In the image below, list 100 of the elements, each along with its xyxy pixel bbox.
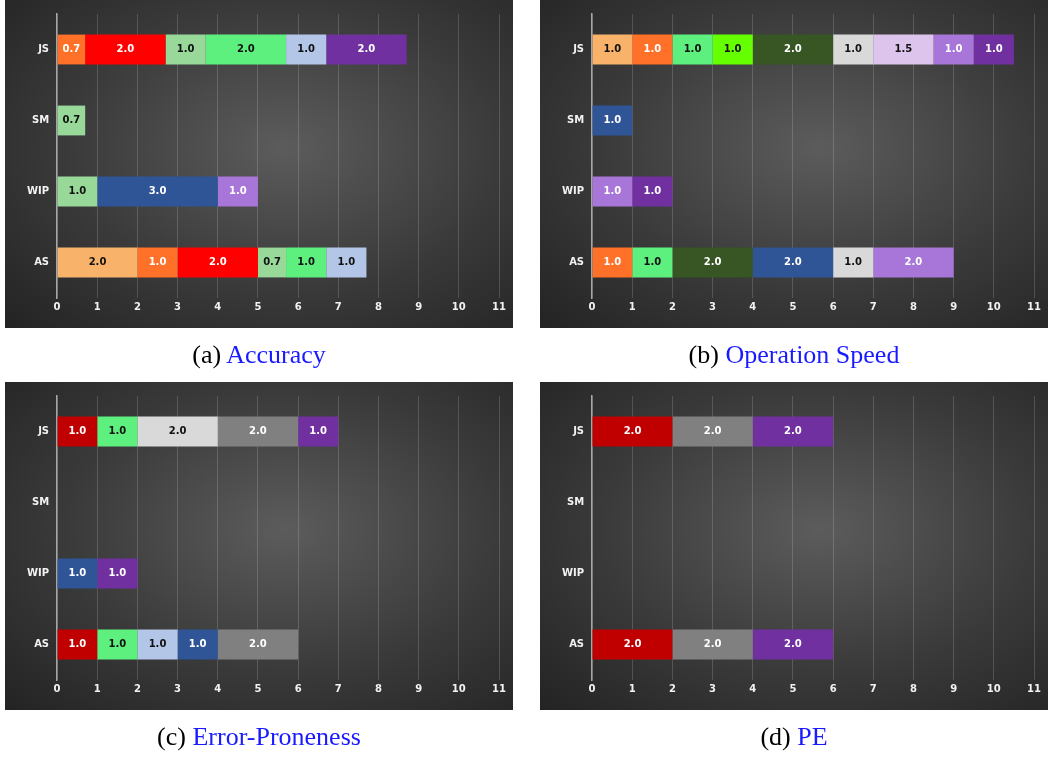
x-tick-label: 11 — [1027, 682, 1041, 694]
bar — [298, 416, 339, 447]
data-label: 1.0 — [603, 114, 622, 126]
y-tick-label: WIP — [561, 567, 585, 579]
x-tick-label: 1 — [628, 300, 636, 312]
x-tick-label: 2 — [133, 682, 141, 694]
bar — [672, 629, 753, 660]
x-tick-label: 0 — [588, 682, 596, 694]
x-tick-label: 8 — [909, 300, 917, 312]
bar — [752, 629, 834, 660]
data-label: 2.0 — [703, 638, 722, 650]
bar — [177, 247, 258, 278]
x-tick-label: 4 — [214, 300, 222, 312]
x-tick-label: 9 — [950, 682, 958, 694]
y-tick-label: AS — [569, 638, 585, 650]
bar — [833, 247, 874, 278]
data-label: 1.0 — [229, 185, 247, 197]
bar — [137, 247, 178, 278]
data-label: 2.0 — [88, 256, 107, 268]
y-tick-label: SM — [31, 114, 50, 126]
data-label: 2.0 — [357, 43, 376, 55]
x-tick-label: 5 — [789, 682, 797, 694]
data-label: 2.0 — [116, 43, 135, 55]
data-label: 1.0 — [108, 638, 127, 650]
x-tick-label: 0 — [588, 300, 596, 312]
x-tick-label: 4 — [749, 300, 757, 312]
bar — [177, 629, 218, 660]
bar — [137, 416, 218, 447]
x-tick-label: 6 — [294, 682, 302, 694]
data-label: 2.0 — [904, 256, 923, 268]
x-tick-label: 10 — [986, 300, 1001, 312]
data-label: 2.0 — [784, 43, 802, 55]
bar — [672, 247, 753, 278]
data-label: 1.0 — [176, 43, 195, 55]
bar — [217, 416, 299, 447]
x-tick-label: 7 — [334, 682, 342, 694]
data-label: 2.0 — [784, 425, 802, 437]
bar — [137, 629, 178, 660]
y-tick-label: SM — [31, 496, 50, 508]
bar — [752, 247, 834, 278]
x-tick-label: 7 — [869, 300, 877, 312]
bar — [973, 34, 1014, 65]
bar — [712, 34, 753, 65]
data-label: 1.0 — [108, 425, 127, 437]
data-label: 1.0 — [844, 43, 863, 55]
data-label: 2.0 — [623, 425, 642, 437]
text: (a) Accuracy — [192, 340, 326, 369]
data-label: 1.0 — [148, 638, 167, 650]
y-tick-label: WIP — [561, 185, 585, 197]
data-label: 1.0 — [683, 43, 702, 55]
data-label: 1.0 — [643, 185, 662, 197]
x-tick-label: 2 — [668, 682, 676, 694]
data-label: 2.0 — [237, 43, 255, 55]
data-label: 1.0 — [603, 185, 622, 197]
text: (c) Error-Proneness — [157, 722, 361, 751]
data-label: 1.0 — [108, 567, 127, 579]
data-label: 1.0 — [643, 43, 662, 55]
data-label: 1.0 — [188, 638, 207, 650]
bar — [592, 629, 673, 660]
data-label: 2.0 — [249, 638, 267, 650]
data-label: 0.7 — [263, 256, 281, 268]
data-label: 2.0 — [784, 638, 802, 650]
x-tick-label: 4 — [749, 682, 757, 694]
y-tick-label: JS — [37, 43, 50, 55]
bar — [97, 176, 218, 207]
data-label: 1.0 — [603, 43, 622, 55]
y-tick-label: AS — [34, 638, 50, 650]
y-tick-label: AS — [34, 256, 50, 268]
data-label: 1.0 — [68, 567, 87, 579]
x-tick-label: 11 — [492, 300, 506, 312]
bar — [217, 176, 258, 207]
data-label: 0.7 — [62, 114, 81, 126]
data-label: 1.0 — [643, 256, 662, 268]
x-tick-label: 3 — [709, 682, 717, 694]
bar — [85, 34, 166, 65]
data-label: 2.0 — [168, 425, 187, 437]
bar — [326, 247, 367, 278]
x-tick-label: 8 — [374, 682, 382, 694]
data-label: 1.0 — [148, 256, 167, 268]
x-tick-label: 2 — [668, 300, 676, 312]
x-tick-label: 11 — [492, 682, 506, 694]
x-tick-label: 0 — [53, 682, 61, 694]
data-label: 1.0 — [297, 256, 316, 268]
x-tick-label: 8 — [374, 300, 382, 312]
x-tick-label: 4 — [214, 682, 222, 694]
data-label: 1.0 — [723, 43, 742, 55]
data-label: 2.0 — [784, 256, 802, 268]
data-label: 1.0 — [68, 638, 87, 650]
data-label: 2.0 — [249, 425, 267, 437]
data-label: 1.5 — [894, 43, 913, 55]
bar — [672, 34, 713, 65]
bar — [672, 416, 753, 447]
bar — [752, 416, 834, 447]
bar — [326, 34, 407, 65]
data-label: 2.0 — [703, 256, 722, 268]
x-tick-label: 6 — [294, 300, 302, 312]
data-label: 1.0 — [337, 256, 356, 268]
x-tick-label: 10 — [986, 682, 1001, 694]
data-label: 1.0 — [297, 43, 316, 55]
x-tick-label: 10 — [451, 682, 466, 694]
